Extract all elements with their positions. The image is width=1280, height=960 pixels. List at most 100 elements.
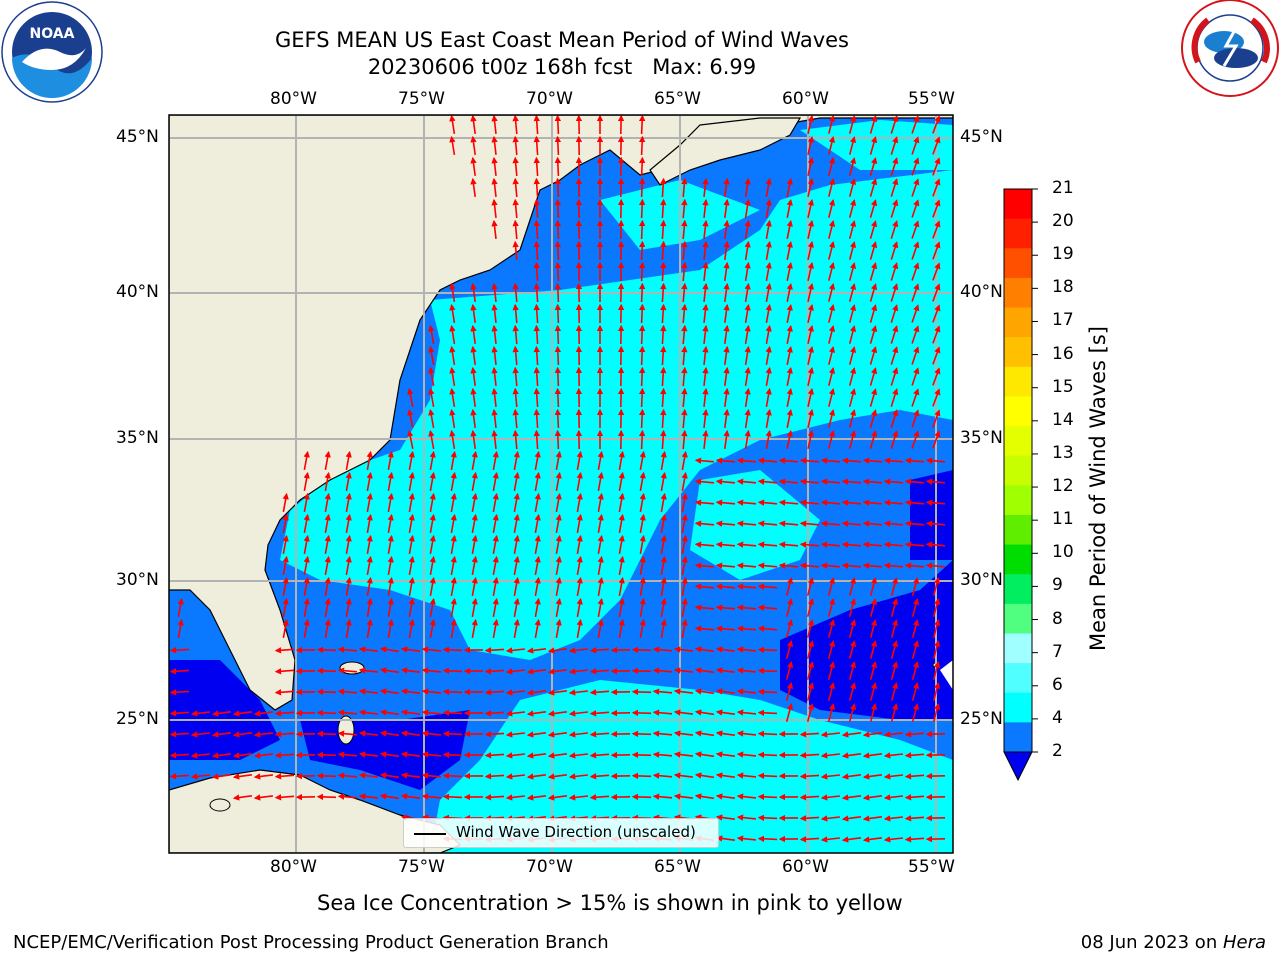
wind-wave-arrow <box>379 772 400 779</box>
wind-wave-arrow <box>820 752 840 759</box>
wind-wave-arrow <box>869 178 878 197</box>
wind-wave-arrow <box>744 240 751 261</box>
wind-wave-arrow <box>429 534 436 555</box>
wind-wave-arrow <box>799 562 820 569</box>
wind-wave-arrow <box>828 430 836 449</box>
wind-wave-arrow <box>786 429 793 449</box>
wind-wave-arrow <box>765 387 772 408</box>
wind-wave-arrow <box>345 555 352 576</box>
wind-wave-arrow <box>470 387 477 408</box>
colorbar-segment <box>1004 603 1032 634</box>
wind-wave-arrow <box>715 772 736 779</box>
wind-wave-arrow <box>345 513 352 534</box>
wind-wave-arrow <box>442 709 463 717</box>
wind-wave-arrow <box>694 730 715 737</box>
wind-wave-arrow <box>869 430 878 449</box>
wind-wave-arrow <box>828 115 836 134</box>
wind-wave-arrow <box>429 492 436 513</box>
wind-wave-arrow <box>694 772 715 779</box>
wind-wave-arrow <box>848 304 857 323</box>
wind-wave-arrow <box>638 115 646 135</box>
wind-wave-arrow <box>366 513 373 534</box>
wind-wave-arrow <box>526 752 547 759</box>
wind-wave-arrow <box>869 241 878 260</box>
wind-wave-arrow <box>554 387 562 408</box>
noaa-logo: NOAA <box>1 1 103 103</box>
wind-wave-arrow <box>911 115 920 134</box>
wind-wave-arrow <box>638 177 646 198</box>
wind-wave-arrow <box>428 366 435 387</box>
wind-wave-arrow <box>470 429 477 450</box>
wind-wave-arrow <box>862 562 883 569</box>
wind-wave-arrow <box>449 345 456 366</box>
wind-wave-arrow <box>589 794 610 801</box>
wind-wave-arrow <box>533 219 540 240</box>
wind-wave-arrow <box>932 241 941 260</box>
wind-wave-arrow <box>820 457 841 464</box>
wind-wave-arrow <box>827 598 836 617</box>
wind-wave-arrow <box>848 325 857 344</box>
wind-wave-arrow <box>932 178 941 197</box>
wind-wave-arrow <box>387 513 394 534</box>
wind-wave-arrow <box>303 597 310 618</box>
wind-wave-arrow <box>890 409 899 428</box>
colorbar <box>1003 188 1038 782</box>
wind-wave-arrow <box>765 240 772 261</box>
wind-wave-arrow <box>512 156 519 177</box>
wind-wave-arrow <box>681 429 688 450</box>
wind-wave-arrow <box>932 325 941 344</box>
wind-wave-arrow <box>408 576 415 597</box>
wind-wave-arrow <box>512 135 519 156</box>
wind-wave-arrow <box>505 668 525 675</box>
wind-wave-arrow <box>639 555 646 576</box>
wind-wave-arrow <box>638 135 646 156</box>
wind-wave-arrow <box>799 457 820 464</box>
wind-wave-arrow <box>799 815 820 822</box>
wind-wave-arrow <box>681 555 688 576</box>
wind-wave-arrow <box>470 282 477 303</box>
wind-wave-arrow <box>869 346 878 365</box>
wind-wave-arrow <box>715 793 736 800</box>
wind-wave-arrow <box>324 555 331 576</box>
wind-wave-arrow <box>470 303 477 324</box>
wind-wave-arrow <box>471 618 478 639</box>
wind-wave-arrow <box>862 499 883 506</box>
wind-wave-arrow <box>841 478 862 485</box>
wind-wave-arrow <box>324 576 331 597</box>
wind-wave-arrow <box>736 667 757 674</box>
wind-wave-arrow <box>345 597 352 618</box>
wind-wave-arrow <box>744 408 751 429</box>
wind-wave-arrow <box>274 731 295 738</box>
wind-wave-arrow <box>554 303 562 324</box>
wind-wave-arrow <box>869 262 878 281</box>
wind-wave-arrow <box>513 555 520 576</box>
wind-wave-arrow <box>660 492 667 513</box>
wind-wave-arrow <box>492 492 499 513</box>
colorbar-tick-label: 9 <box>1052 575 1063 596</box>
wind-wave-arrow <box>883 752 903 759</box>
wind-wave-arrow <box>379 667 400 674</box>
wind-wave-arrow <box>533 324 540 345</box>
wind-wave-arrow <box>827 619 836 638</box>
wind-wave-arrow <box>702 345 709 365</box>
wind-wave-arrow <box>806 598 815 617</box>
wind-wave-arrow <box>429 450 436 471</box>
wind-wave-arrow <box>512 219 519 240</box>
wind-wave-arrow <box>848 430 857 449</box>
wind-wave-arrow <box>408 555 415 576</box>
wind-wave-arrow <box>883 836 903 843</box>
wind-wave-arrow <box>429 471 436 492</box>
wind-wave-arrow <box>911 430 920 449</box>
wind-wave-arrow <box>232 710 253 717</box>
wind-wave-arrow <box>429 513 436 534</box>
wind-wave-arrow <box>337 709 358 716</box>
wind-wave-arrow <box>932 388 941 407</box>
wind-wave-arrow <box>786 198 793 218</box>
wind-wave-arrow <box>715 646 736 653</box>
wind-wave-arrow <box>449 387 456 408</box>
colorbar-segment <box>1004 722 1032 753</box>
lat-label-left: 35°N <box>116 428 159 448</box>
wind-wave-arrow <box>715 457 736 464</box>
wind-wave-arrow <box>660 408 667 429</box>
